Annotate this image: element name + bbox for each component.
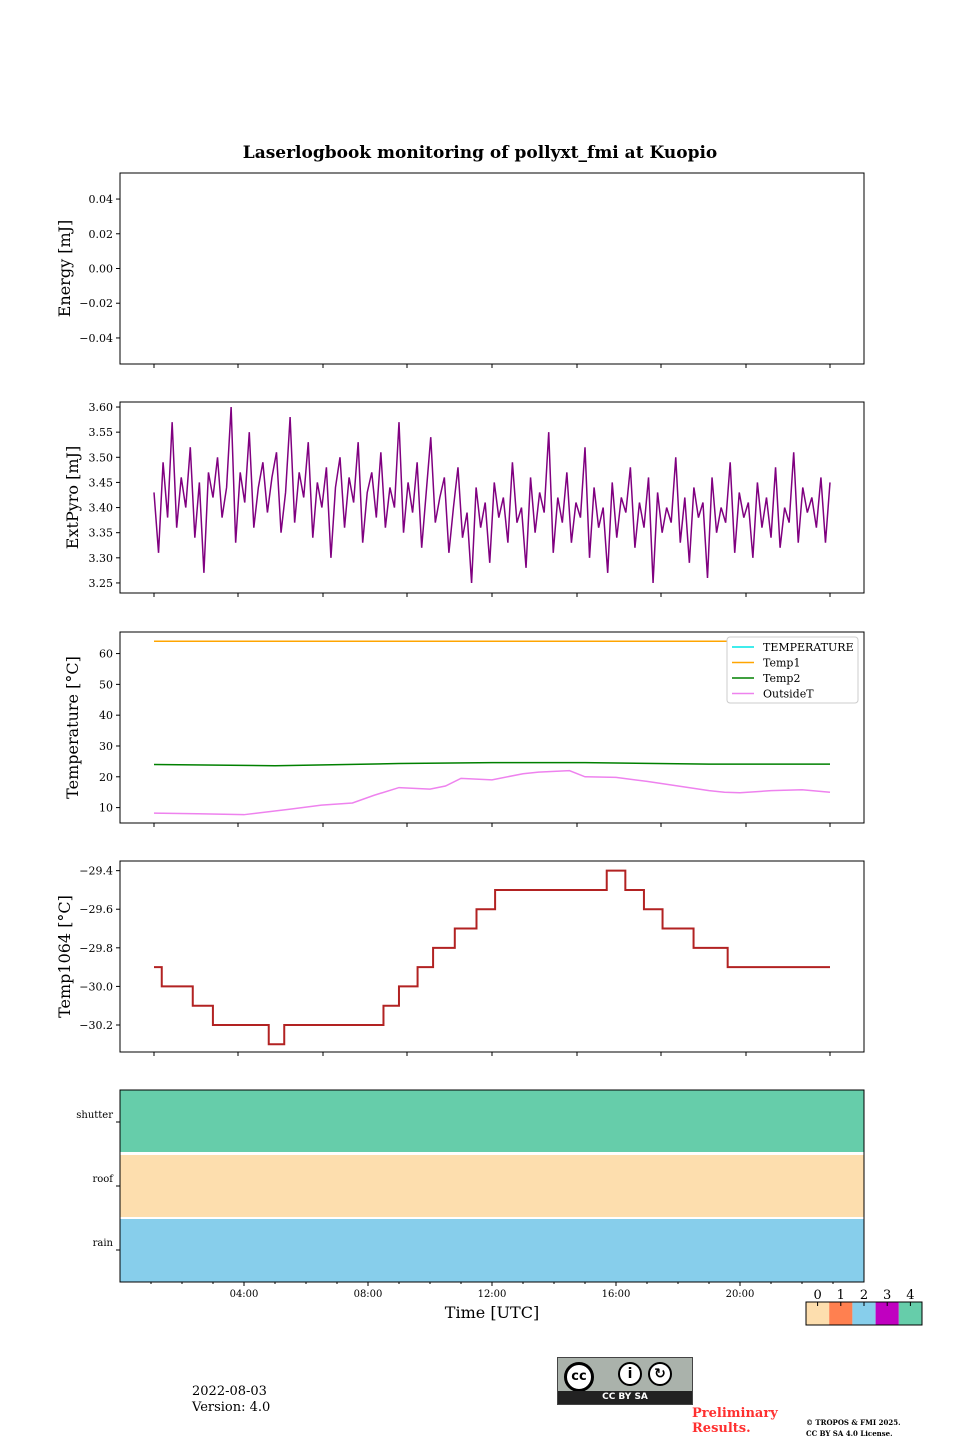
y-tick-label: 3.60	[89, 401, 114, 414]
colorbar-cell-0	[806, 1302, 830, 1325]
energy-axes-frame	[119, 172, 865, 365]
y-axis-label: Temperature [°C]	[63, 656, 82, 799]
colorbar-frame	[805, 1301, 923, 1326]
y-axis-label: Temp1064 [°C]	[55, 895, 74, 1018]
y-tick-label: 3.35	[89, 527, 114, 540]
y-tick-label: −0.02	[79, 297, 113, 310]
y-tick-label: 0.04	[89, 193, 114, 206]
series-line-temp2	[153, 761, 830, 767]
colorbar-label: 1	[837, 1288, 845, 1303]
version-label: Version: 4.0	[192, 1400, 271, 1415]
preliminary-line1: Preliminary	[692, 1406, 778, 1421]
legend-label: Temp2	[763, 672, 800, 685]
y-tick-label: −30.2	[79, 1019, 113, 1032]
status-band-roof	[120, 1155, 864, 1217]
copyright-line1: © TROPOS & FMI 2025.	[806, 1418, 901, 1427]
colorbar-label: 4	[906, 1288, 914, 1303]
x-tick-label: 12:00	[478, 1289, 507, 1300]
cc-badge-text: CC BY SA	[558, 1391, 692, 1404]
row-label: roof	[92, 1174, 114, 1185]
y-tick-label: 3.25	[89, 577, 114, 590]
preliminary-line2: Results.	[692, 1421, 751, 1436]
copyright: © TROPOS & FMI 2025. CC BY SA 4.0 Licens…	[806, 1417, 901, 1439]
colorbar-cell-1	[829, 1302, 853, 1325]
y-tick-label: −29.4	[79, 865, 113, 878]
y-tick-label: 3.45	[89, 476, 114, 489]
date-version: 2022-08-03 Version: 4.0	[192, 1384, 270, 1416]
y-tick-label: 3.55	[89, 426, 114, 439]
x-tick-label: 04:00	[230, 1289, 259, 1300]
y-tick-label: 40	[99, 709, 113, 722]
y-tick-label: 30	[99, 740, 113, 753]
colorbar-label: 0	[813, 1288, 821, 1303]
legend-box	[726, 636, 859, 704]
series-line-temp1064	[154, 869, 830, 1046]
y-tick-label: 3.30	[89, 552, 114, 565]
status-band-shutter	[120, 1090, 864, 1152]
y-tick-label: 3.40	[89, 502, 114, 515]
y-axis-label: Energy [mJ]	[55, 220, 74, 318]
x-tick-label: 20:00	[726, 1289, 755, 1300]
series-line-outsidet	[153, 769, 831, 816]
by-icon: i	[618, 1362, 642, 1386]
y-tick-label: −0.04	[79, 332, 113, 345]
row-label: shutter	[76, 1110, 113, 1121]
legend-label: Temp1	[763, 657, 800, 670]
y-tick-label: 20	[99, 771, 113, 784]
legend-label: OutsideT	[763, 688, 814, 701]
preliminary-note: Preliminary Results.	[692, 1406, 778, 1436]
colorbar-cell-4	[898, 1302, 922, 1325]
colorbar-cell-2	[852, 1302, 876, 1325]
x-tick-label: 16:00	[602, 1289, 631, 1300]
colorbar-cell-3	[875, 1302, 899, 1325]
row-label: rain	[93, 1238, 114, 1249]
sa-icon: ↻	[648, 1362, 672, 1386]
series-line-extpyro	[153, 406, 831, 583]
y-axis-label: ExtPyro [mJ]	[63, 446, 82, 549]
y-tick-label: 3.50	[89, 451, 114, 464]
status-band-rain	[120, 1219, 864, 1282]
x-tick-label: 08:00	[354, 1289, 383, 1300]
legend-label: TEMPERATURE	[763, 641, 854, 654]
chart-title: Laserlogbook monitoring of pollyxt_fmi a…	[243, 143, 718, 163]
cc-license-badge[interactable]: cc i ↻ CC BY SA	[557, 1357, 693, 1405]
y-tick-label: −29.6	[79, 903, 113, 916]
colorbar-label: 2	[860, 1288, 868, 1303]
date-label: 2022-08-03	[192, 1384, 267, 1399]
x-axis-label: Time [UTC]	[445, 1303, 539, 1322]
y-tick-label: −30.0	[79, 980, 113, 993]
colorbar-label: 3	[883, 1288, 891, 1303]
temp1064-axes-frame	[119, 860, 865, 1053]
y-tick-label: 60	[99, 648, 113, 661]
cc-icon: cc	[564, 1362, 594, 1392]
y-tick-label: 10	[99, 802, 113, 815]
copyright-line2: CC BY SA 4.0 License.	[806, 1429, 893, 1438]
y-tick-label: −29.8	[79, 942, 113, 955]
y-tick-label: 50	[99, 678, 113, 691]
y-tick-label: 0.00	[89, 263, 114, 276]
y-tick-label: 0.02	[89, 228, 114, 241]
